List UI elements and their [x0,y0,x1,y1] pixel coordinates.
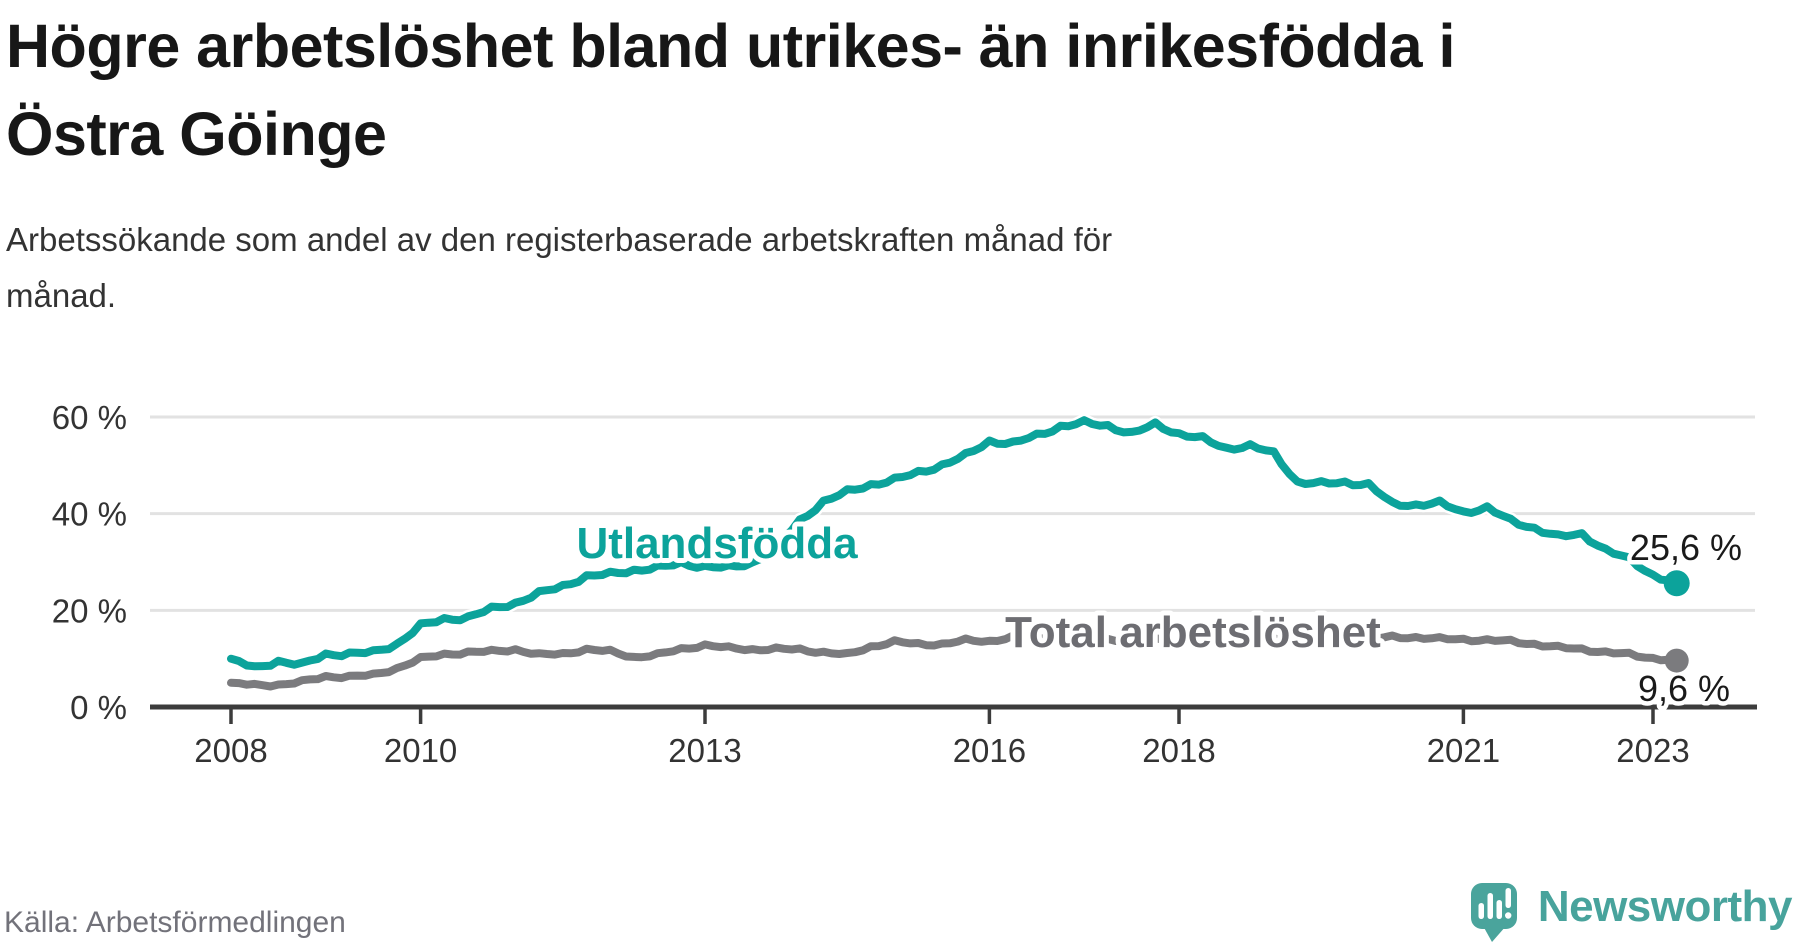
newsworthy-logo-icon [1470,883,1517,942]
series-line-total-arbetsloshet [227,631,1681,691]
title-line-1: Högre arbetslöshet bland utrikes- än inr… [6,12,1455,80]
logo-bar-3 [1496,900,1502,919]
x-tick-label-2016: 2016 [953,732,1026,769]
y-tick-label-40: 40 % [52,496,127,533]
subtitle-line-2: månad. [6,277,117,314]
page-subtitle: Arbetssökande som andel av den registerb… [6,212,1506,324]
series-label-total-arbetsloshet: Total arbetslöshet [1005,608,1381,657]
series-label-utlandsfodda: Utlandsfödda [576,519,858,568]
source-note: Källa: Arbetsförmedlingen [4,906,346,939]
title-line-2: Östra Göinge [6,100,387,168]
subtitle-line-1: Arbetssökande som andel av den registerb… [6,221,1113,258]
end-value-total: 9,6 % [1638,668,1730,709]
end-dot-utlandsfodda [1663,570,1690,597]
newsworthy-logo: Newsworthy [1470,882,1793,944]
y-tick-label-0: 0 % [70,689,127,726]
logo-exclamation-dot [1504,912,1512,919]
logo-exclamation-bar [1505,888,1511,908]
logo-bar-2 [1487,893,1493,919]
logo-bar-1 [1478,903,1484,919]
x-tick-label-2021: 2021 [1427,732,1500,769]
x-tick-label-2008: 2008 [194,732,267,769]
x-tick-label-2010: 2010 [384,732,457,769]
x-tick-label-2023: 2023 [1616,732,1689,769]
x-tick-label-2018: 2018 [1142,732,1215,769]
y-tick-label-60: 60 % [52,399,127,436]
y-tick-label-20: 20 % [52,592,127,629]
end-value-utlandsfodda: 25,6 % [1630,527,1742,568]
end-dot-total [1664,648,1689,673]
logo-bubble-tail [1481,924,1506,942]
page-title: Högre arbetslöshet bland utrikes- än inr… [6,2,1786,178]
brand-name: Newsworthy [1537,882,1793,931]
series-line-utlandsfodda [227,416,1681,671]
x-tick-label-2013: 2013 [668,732,741,769]
